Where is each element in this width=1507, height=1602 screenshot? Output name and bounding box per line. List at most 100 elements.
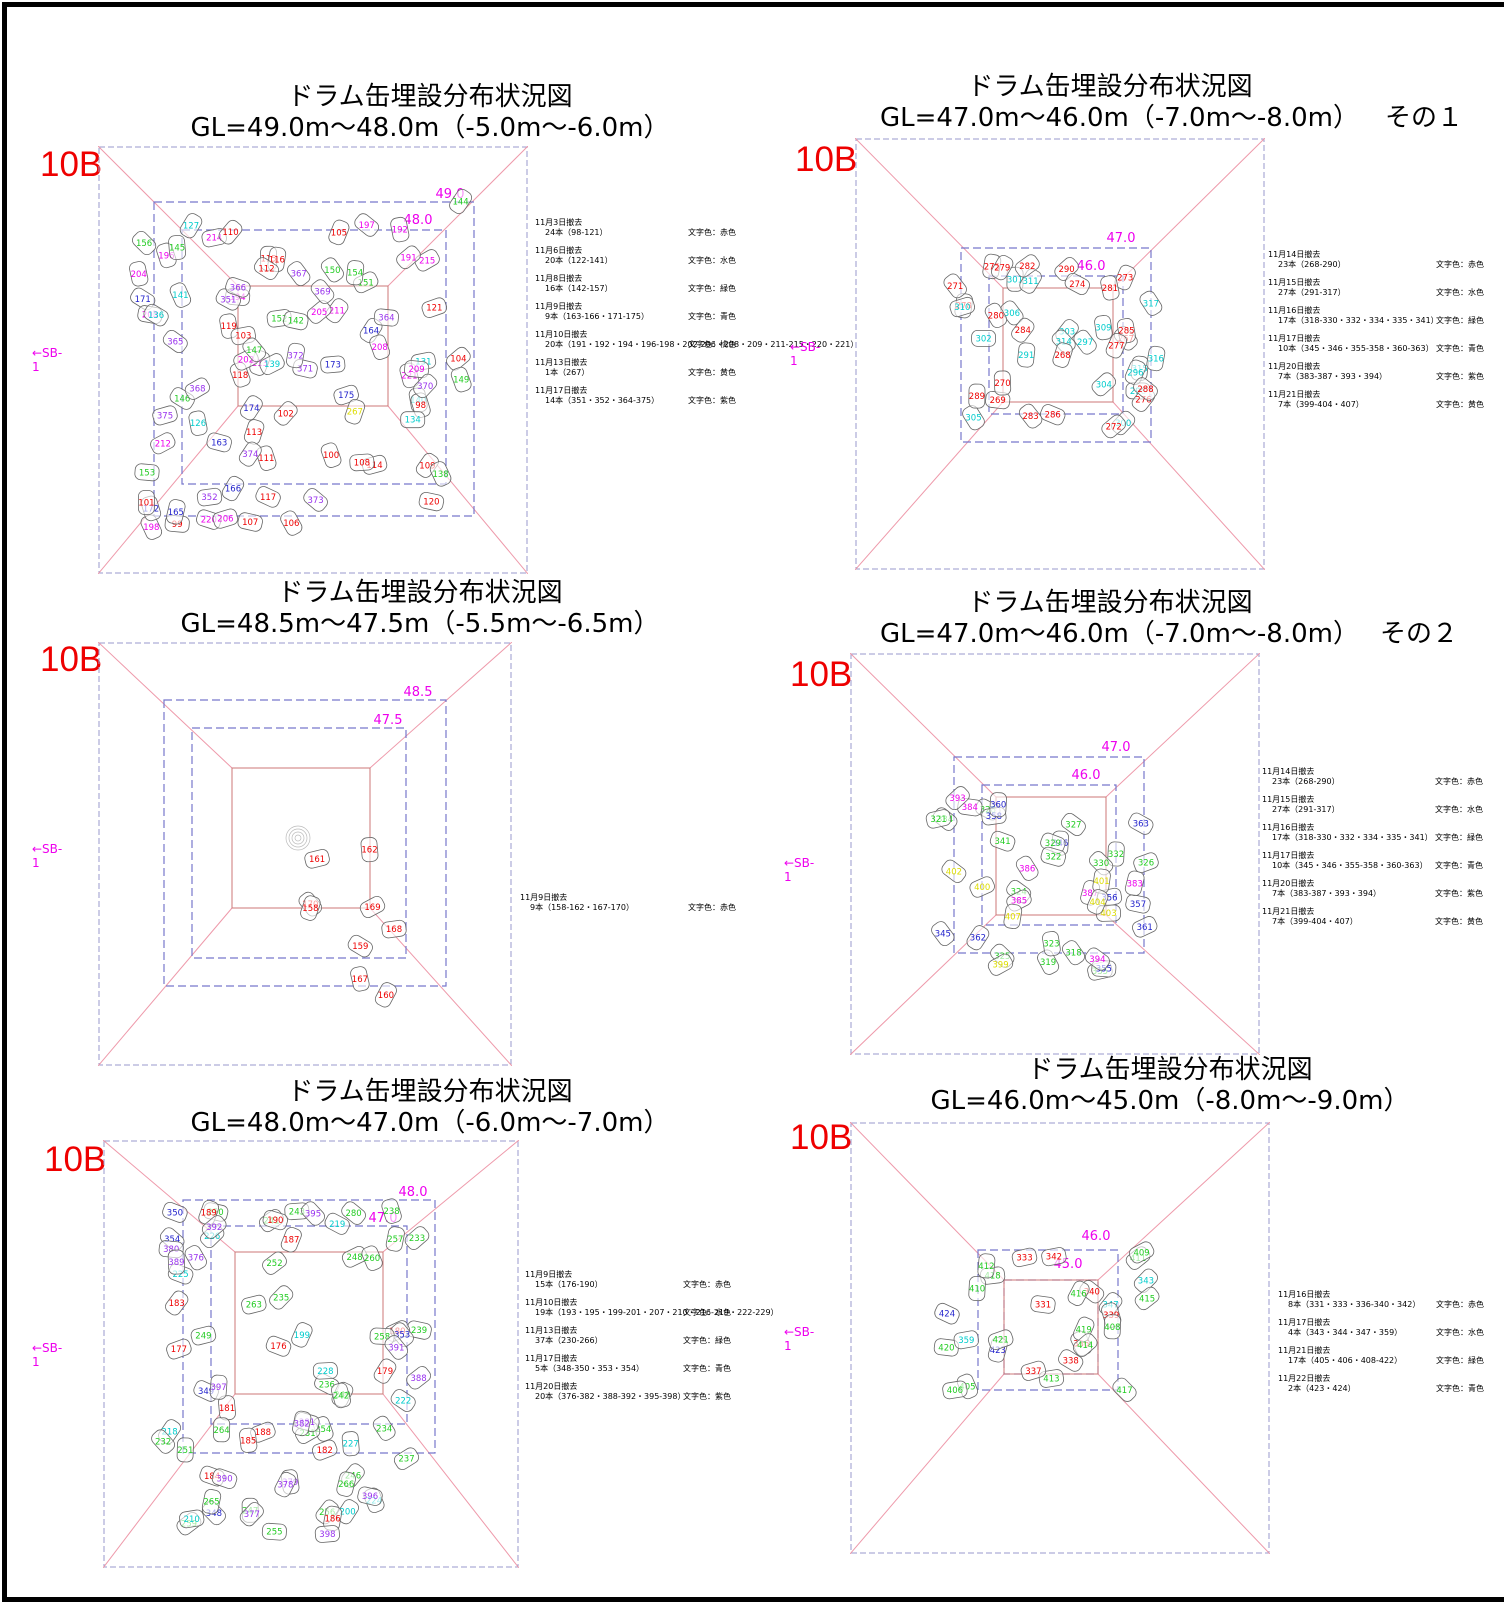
drum-number: 173 [325,361,341,371]
drum-can: 317 [1139,290,1163,316]
drum-can-outline [449,189,473,214]
outer-boundary [98,146,528,574]
drum-can: 173 [320,355,346,374]
drum-can-outline [953,1330,979,1350]
drum-can-outline [328,219,350,246]
drum-can-outline [1017,342,1036,368]
legend-color: 文字色：赤色 [1435,777,1483,786]
legend-count: 5本（348-350・353・354） [535,1364,645,1373]
drum-number: 374 [242,450,258,460]
legend-date: 11月6日撤去 [535,246,583,255]
drum-can-outline [165,1290,189,1316]
drum-can: 126 [188,410,208,436]
drum-number: 399 [992,961,1008,971]
drum-number: 280 [988,311,1004,321]
drum-can: 162 [360,837,379,863]
drum-can-outline [255,486,281,508]
drum-can: 271 [943,273,967,299]
drum-number: 127 [183,222,199,232]
drum-number: 242 [333,1391,349,1401]
slope-line [382,1393,519,1568]
drum-can-outline [1011,1247,1038,1268]
drum-can-outline [262,1210,289,1231]
legend-entry: 11月22日撤去 2本（423・424） 文字色：青色 [1278,1374,1498,1394]
drum-number: 353 [394,1331,410,1341]
drum-number: 251 [177,1446,193,1456]
drum-number: 369 [314,288,330,298]
legend-count: 9本（163-166・171-175） [545,312,649,321]
drum-can-outline [991,255,1014,281]
drum-can-outline [201,1215,227,1239]
legend-entry: 11月15日撤去 27本（291-317） 文字色：水色 [1268,278,1498,298]
drum-can-outline [1112,1377,1137,1402]
panel-title-gl: GL=48.0m〜47.0m（-6.0m〜-7.0m） [190,1108,670,1138]
drum-number: 110 [222,228,238,238]
drum-can: 197 [354,213,380,237]
drum-can-outline [346,260,365,286]
level-label: 48.5 [404,685,433,700]
drum-number: 268 [1054,351,1070,361]
excavation-plan: 47.046.033534534635533433231932932532833… [850,653,1260,1055]
drum-number: 273 [1117,274,1133,284]
drum-can-outline [341,1201,366,1225]
legend-entry: 11月9日撤去 15本（176-190） 文字色：赤色 [525,1270,745,1290]
drum-number: 102 [278,409,294,419]
drum-can: 251 [176,1437,194,1463]
drum-can-outline [269,1285,294,1310]
drum-can: 192 [390,216,410,243]
legend-count: 8本（331・333・336-340・342） [1288,1300,1421,1309]
drum-can-outline [446,346,471,371]
drum-can: 352 [196,487,223,507]
panel-title-main: ドラム缶埋設分布状況図 [277,578,563,608]
drum-number: 215 [419,256,435,266]
drum-number: 107 [242,518,258,528]
legend-list: 11月9日撤去 15本（176-190） 文字色：赤色 11月10日撤去 19本（193… [525,1270,779,1410]
drum-can: 390 [211,1468,238,1489]
drum-number: 297 [1077,338,1093,348]
drum-can-outline [292,1410,312,1437]
drum-can-outline [238,441,262,467]
drum-number: 175 [338,391,354,401]
drum-can-outline [396,245,421,270]
drum-can-outline [134,463,160,482]
legend-color: 文字色：黄色 [1436,400,1484,409]
drum-can-outline [390,1389,416,1412]
drum-can: 360 [989,792,1007,818]
drum-can-outline [962,405,985,431]
drum-number: 401 [1093,877,1109,887]
drum-number: 269 [990,396,1006,406]
drum-number: 276 [1135,396,1151,406]
drum-can-outline [1039,404,1066,426]
drum-number: 360 [990,801,1006,811]
drum-number: 227 [343,1440,359,1450]
drum-can-outline [1030,1295,1056,1314]
panel-title-gl: GL=46.0m〜45.0m（-8.0m〜-9.0m） [930,1086,1410,1116]
drum-number: 342 [1046,1253,1062,1263]
drum-number: 208 [372,343,388,353]
drum-can: 382 [292,1410,312,1437]
legend-count: 7本（399-404・407） [1272,917,1358,926]
drum-can-outline [413,373,438,399]
drum-can: 388 [406,1366,431,1390]
drum-can: 338 [1058,1349,1084,1372]
drum-number: 376 [188,1254,204,1264]
drum-can-outline [1107,841,1125,867]
drum-number: 391 [388,1343,404,1353]
drum-can-outline [1134,1286,1160,1311]
excavation-plan: 49.048.012011721321411511019421511611319… [98,146,528,574]
drum-number: 291 [1018,351,1034,361]
level-label: 47.0 [1107,231,1136,246]
drum-can: 375 [152,405,178,426]
legend-count: 19本（193・195・199-201・207・210・216-219・222-… [535,1308,779,1317]
drum-can: 166 [221,475,245,502]
drum-number: 121 [426,304,442,314]
drum-number: 191 [400,253,416,263]
drum-can-outline [152,405,178,426]
drum-number: 211 [329,307,345,317]
drum-number: 285 [1118,327,1134,337]
panel-title-main: ドラム缶埋設分布状況図 [287,82,573,112]
legend-color: 文字色：緑色 [1436,316,1484,325]
drum-can-outline [1014,254,1040,278]
drum-can-outline [1052,342,1073,368]
drum-can-outline [1100,275,1120,301]
